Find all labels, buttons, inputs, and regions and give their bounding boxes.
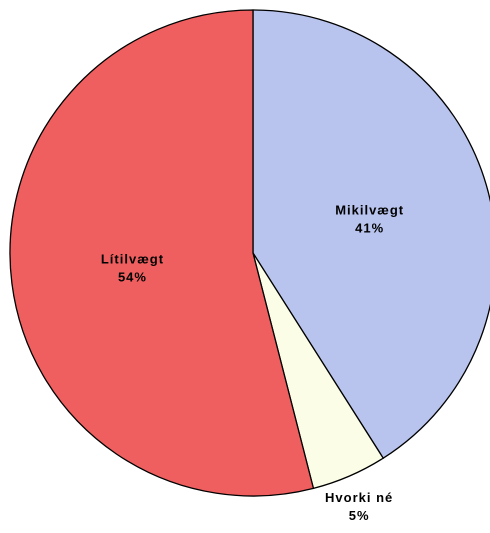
- slice-label: Mikilvægt: [335, 203, 404, 218]
- slice-value-label: 54%: [118, 270, 147, 285]
- slice-value-label: 5%: [349, 508, 370, 523]
- pie-slice: [9, 9, 315, 497]
- slice-value-label: 41%: [355, 221, 384, 236]
- slice-label: Hvorki né: [325, 490, 393, 505]
- slice-label: Lítilvægt: [101, 252, 164, 267]
